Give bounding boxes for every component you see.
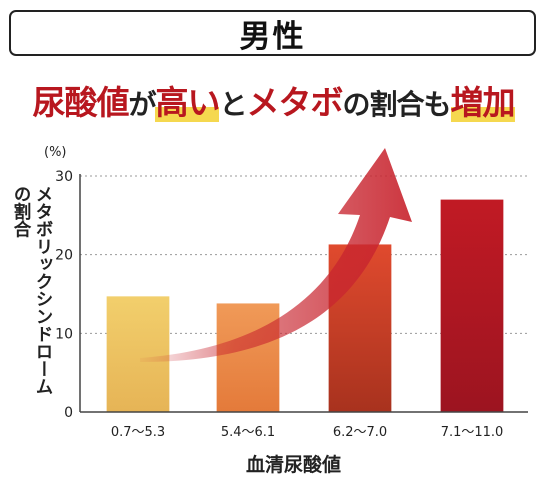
headline-uric-acid: 尿酸値 — [32, 83, 129, 122]
trend-arrow-icon — [140, 148, 412, 362]
title-box: 男性 — [9, 10, 536, 56]
axes — [79, 174, 528, 413]
headline-to: と — [219, 88, 247, 121]
headline-increase: 増加 — [450, 83, 516, 122]
y-unit-label: (%) — [44, 145, 67, 160]
headline-metabo: メタボ — [246, 83, 344, 122]
y-tick-label: 30 — [55, 169, 73, 185]
x-tick-label: 0.7～5.3 — [111, 425, 165, 440]
bars — [106, 199, 504, 412]
x-tick-label: 6.2～7.0 — [333, 425, 387, 440]
bar-1 — [216, 303, 280, 412]
x-tick-label: 7.1～11.0 — [441, 425, 504, 440]
y-tick-label: 20 — [55, 248, 73, 264]
x-tick-label: 5.4～6.1 — [221, 425, 275, 440]
y-tick-label: 0 — [64, 405, 73, 421]
bar-3 — [440, 199, 504, 412]
y-tick-label: 10 — [55, 326, 73, 342]
headline-ratio: の割合も — [342, 88, 452, 121]
chart-title: 男性 — [239, 18, 306, 55]
tick-labels: 0 10 20 30 0.7～5.3 5.4～6.1 6.2～7.0 7.1～11.0 — [55, 169, 503, 440]
headline: 尿酸値が高いとメタボの割合も増加 — [0, 76, 547, 124]
bar-0 — [106, 296, 170, 412]
y-axis-label: メタボリックシンドロームの割合 — [11, 185, 53, 395]
headline-high: 高い — [155, 83, 220, 122]
x-axis-label: 血清尿酸値 — [245, 454, 341, 476]
headline-ga: が — [128, 88, 156, 121]
trend-arrow — [140, 148, 412, 362]
